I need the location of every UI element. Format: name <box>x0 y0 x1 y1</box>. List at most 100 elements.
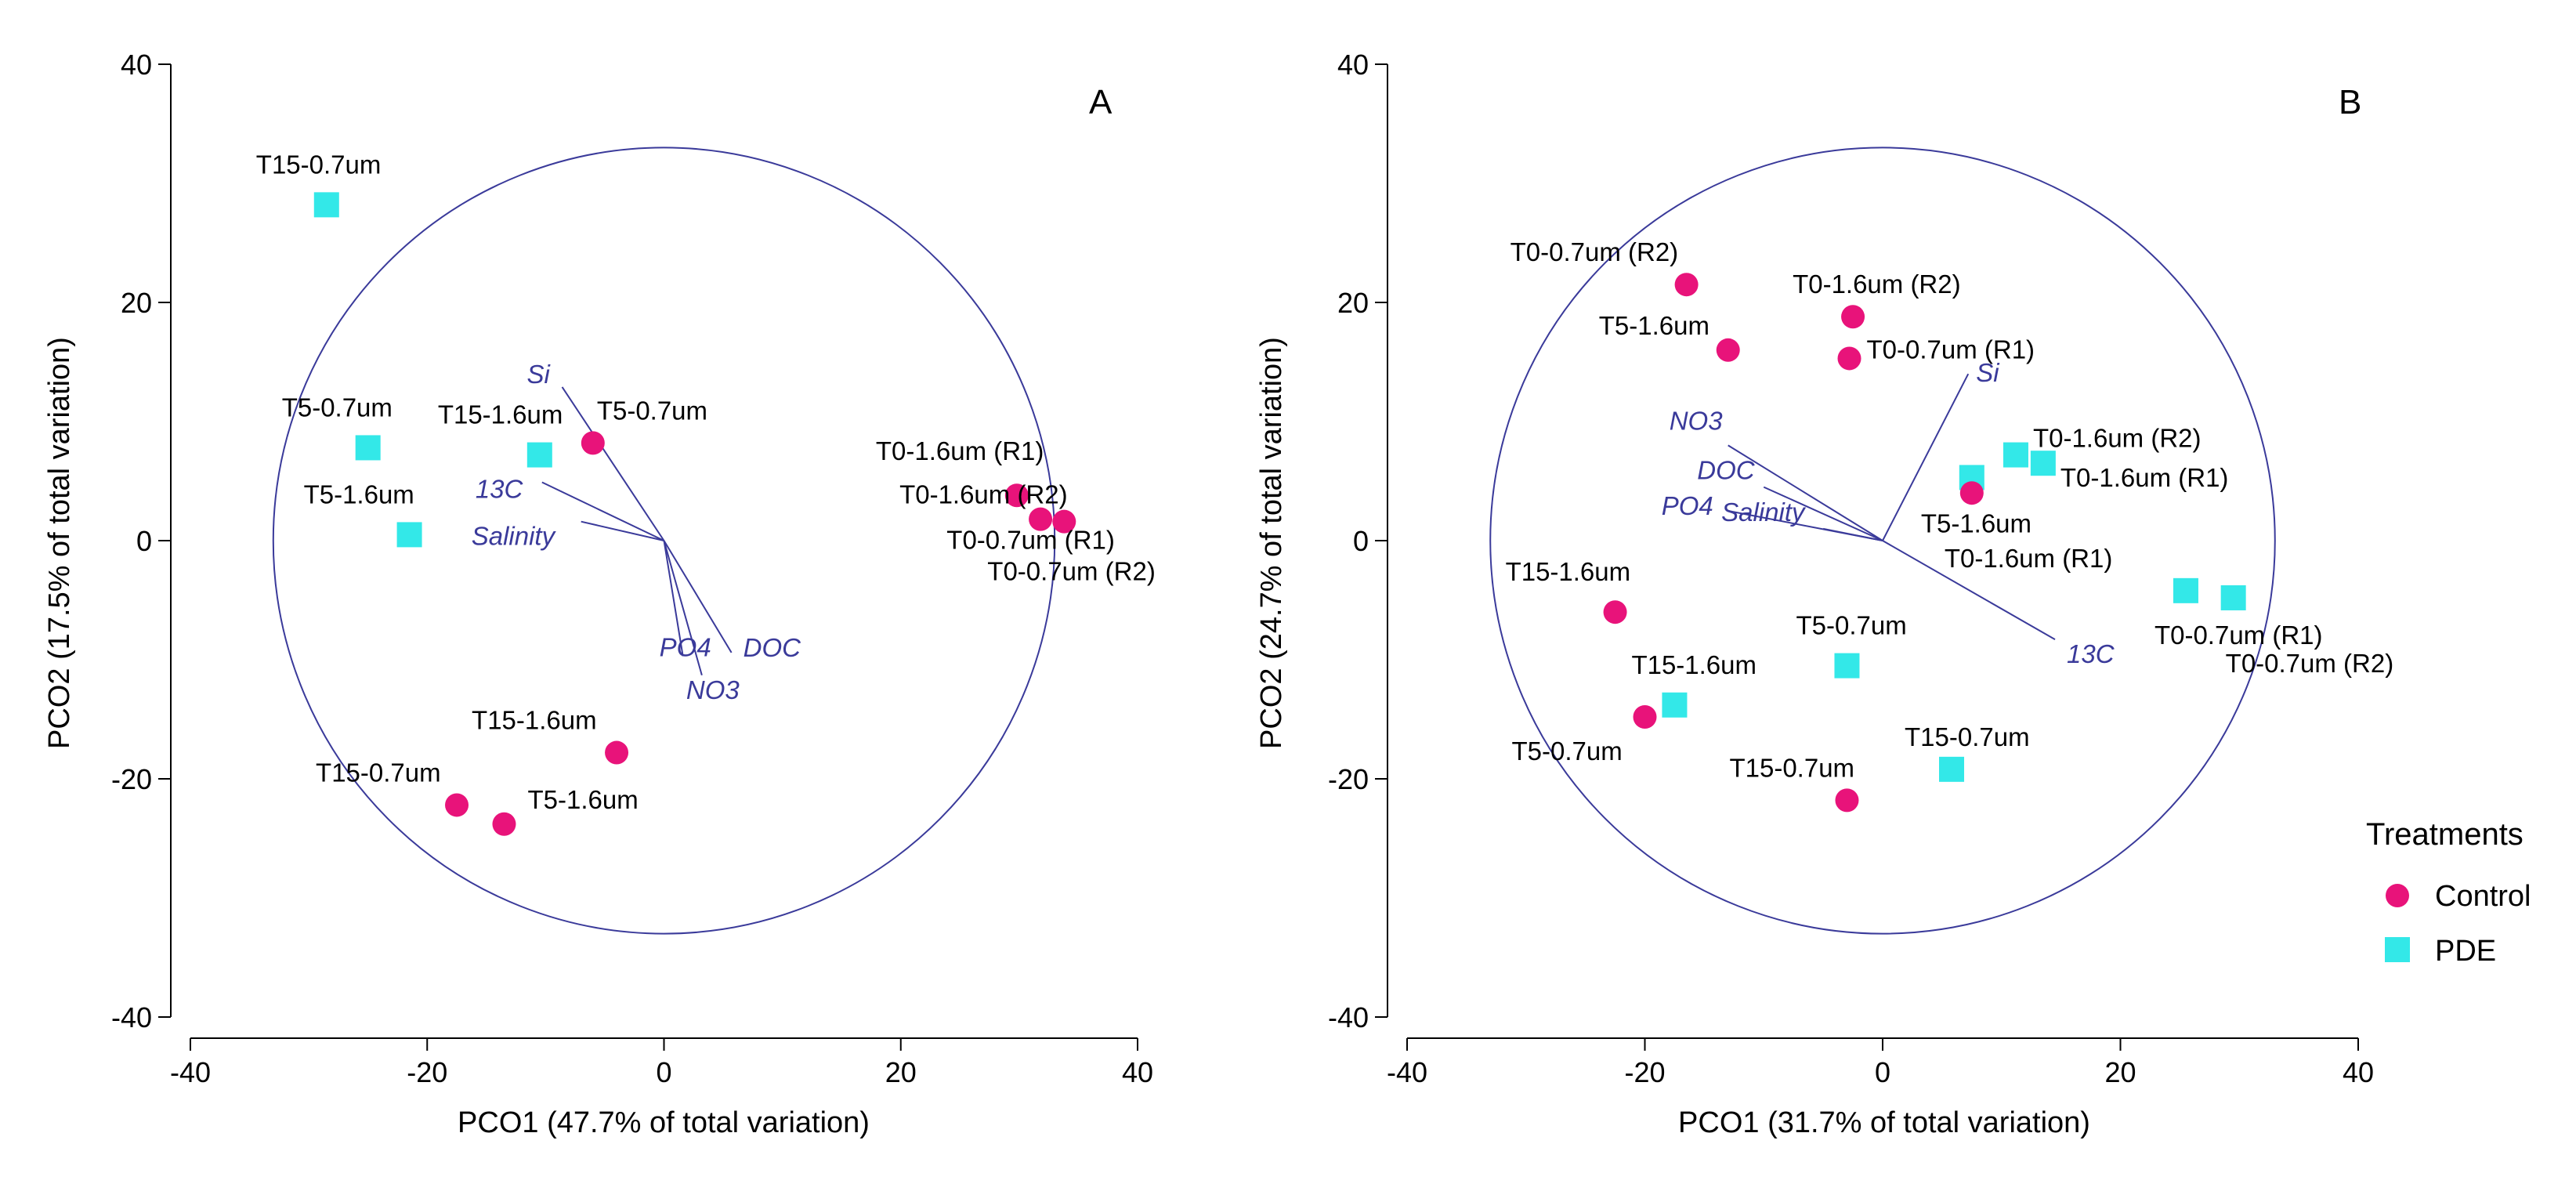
point-label: T5-0.7um <box>597 396 707 425</box>
panel-a: -40 -20 0 20 40 -40 -20 0 20 40 Si 13C Salinity DOCNO… <box>111 49 1156 1088</box>
y-tick-label: -20 <box>111 763 152 795</box>
point-label: T0-0.7um (R2) <box>987 557 1156 586</box>
control-point <box>492 812 516 836</box>
point-label: T0-1.6um (R2) <box>899 480 1068 509</box>
control-point <box>1835 788 1859 813</box>
correlation-circle <box>1489 147 2276 935</box>
pde-point <box>2030 451 2056 476</box>
point-label: T0-1.6um (R1) <box>1945 544 2113 573</box>
panel-a-label: A <box>1089 83 1113 121</box>
point-label: T0-1.6um (R2) <box>1793 270 1961 299</box>
vector-line <box>561 386 665 541</box>
legend-pde-label: PDE <box>2435 935 2496 968</box>
point-label: T5-1.6um <box>527 785 638 814</box>
y-tick-label: 40 <box>1337 49 1369 81</box>
panel-a-y-axis-label: PCO2 (17.5% of total variation) <box>43 337 76 749</box>
vector-line <box>663 540 684 657</box>
y-tick-label: 20 <box>121 287 152 319</box>
control-point <box>1841 305 1865 329</box>
point-label: T15-0.7um <box>1905 722 2030 751</box>
control-point <box>1674 273 1699 297</box>
point-label: T15-0.7um <box>256 150 382 179</box>
x-tick-label: -40 <box>1387 1056 1427 1088</box>
point-label: T0-0.7um (R1) <box>2155 621 2323 650</box>
panel-b-label: B <box>2339 83 2361 121</box>
control-point <box>1603 600 1627 624</box>
point-label: T5-0.7um <box>1796 611 1906 640</box>
point-label: T15-1.6um <box>438 400 563 429</box>
vector-label: Salinity <box>1721 498 1807 527</box>
point-label: T15-0.7um <box>316 758 441 787</box>
vector-label: DOC <box>743 633 802 662</box>
x-tick-label: 0 <box>1875 1056 1890 1088</box>
vector-label: 13C <box>2067 639 2115 668</box>
control-point <box>605 740 629 765</box>
vector-label: DOC <box>1697 456 1756 485</box>
x-tick-label: 40 <box>2343 1056 2374 1088</box>
legend-pde-marker <box>2385 937 2410 962</box>
pde-point <box>355 435 381 461</box>
panel-b-y-axis-label: PCO2 (24.7% of total variation) <box>1255 337 1288 749</box>
y-tick-label: 0 <box>1353 525 1369 557</box>
control-point <box>1633 704 1657 729</box>
pde-point <box>1662 692 1688 718</box>
x-tick-label: -40 <box>170 1056 211 1088</box>
y-tick-label: -40 <box>1328 1001 1369 1033</box>
vector-line <box>581 520 664 541</box>
point-label: T0-0.7um (R2) <box>2226 649 2394 678</box>
vector-line <box>1763 486 1883 541</box>
pde-point <box>313 192 339 218</box>
pde-point <box>2220 585 2246 610</box>
point-label: T15-1.6um <box>472 706 597 735</box>
control-point <box>1959 481 1984 505</box>
vector-label: Si <box>1976 358 2000 387</box>
y-tick-label: 40 <box>121 49 152 81</box>
vector-label: NO3 <box>1670 406 1724 435</box>
x-tick-label: 40 <box>1122 1056 1153 1088</box>
y-tick-label: -40 <box>111 1001 152 1033</box>
control-point <box>581 431 605 455</box>
point-label: T0-0.7um (R2) <box>1511 237 1679 266</box>
control-point <box>1837 346 1861 371</box>
pde-point <box>1834 653 1860 679</box>
pde-point <box>526 442 552 468</box>
vector-line <box>1822 527 1883 541</box>
panel-b-x-axis-label: PCO1 (31.7% of total variation) <box>1678 1106 2090 1139</box>
control-point <box>1052 509 1076 534</box>
x-tick-label: -20 <box>1624 1056 1665 1088</box>
point-label: T0-1.6um (R2) <box>2033 424 2202 453</box>
control-point <box>445 793 469 817</box>
y-tick-label: 0 <box>136 525 152 557</box>
vector-line <box>541 481 664 541</box>
vector-line <box>663 540 733 653</box>
legend-title: Treatments <box>2366 817 2524 852</box>
legend-control-marker <box>2386 884 2409 907</box>
pde-point <box>1939 756 1965 782</box>
x-tick-label: -20 <box>407 1056 447 1088</box>
vector-label: 13C <box>476 475 524 504</box>
legend-control-label: Control <box>2435 880 2531 913</box>
panel-a-x-axis-label: PCO1 (47.7% of total variation) <box>458 1106 870 1139</box>
point-label: T5-0.7um <box>282 393 393 422</box>
point-label: T0-1.6um (R1) <box>2060 463 2229 492</box>
point-label: T5-0.7um <box>1512 737 1623 766</box>
x-tick-label: 0 <box>656 1056 671 1088</box>
pde-point <box>2173 577 2198 603</box>
pde-point <box>396 522 422 548</box>
vector-line <box>663 540 703 676</box>
control-point <box>1004 483 1029 508</box>
pde-point <box>2003 442 2028 468</box>
panel-b: -40 -20 0 20 40 -40 -20 0 20 40 Si NO3 DOC PO4 Salinit… <box>1328 49 2393 1088</box>
correlation-circle <box>272 147 1056 935</box>
point-label: T5-1.6um <box>304 480 414 509</box>
y-tick-label: 20 <box>1337 287 1369 319</box>
vector-label: PO4 <box>660 632 711 661</box>
point-label: T5-1.6um <box>1599 311 1709 340</box>
point-label: T15-0.7um <box>1729 753 1854 782</box>
point-label: T15-1.6um <box>1506 557 1631 586</box>
vector-label: Si <box>527 360 552 389</box>
point-label: T0-1.6um (R1) <box>876 436 1044 465</box>
vector-label: Salinity <box>472 522 557 551</box>
legend: Treatments Control PDE <box>2366 817 2531 968</box>
